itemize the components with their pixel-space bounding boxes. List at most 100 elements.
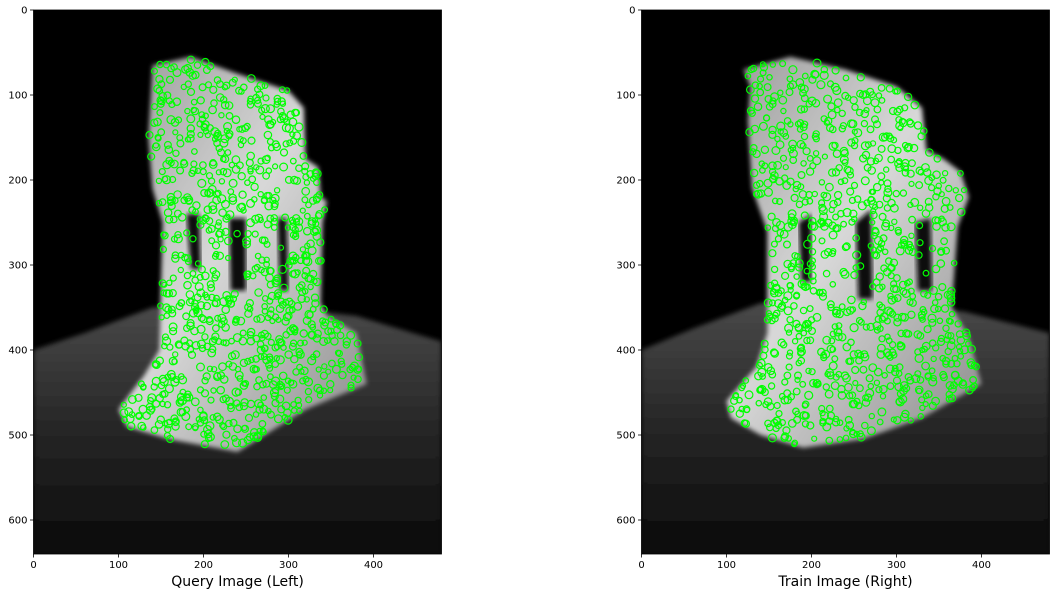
keypoint-marker xyxy=(279,148,289,157)
keypoint-marker xyxy=(784,323,794,333)
keypoint-marker xyxy=(806,305,814,313)
keypoint-marker xyxy=(825,368,835,378)
keypoint-marker xyxy=(327,315,335,323)
keypoint-marker xyxy=(863,106,870,114)
keypoint-marker xyxy=(885,84,894,93)
keypoint-marker xyxy=(750,168,759,178)
keypoint-marker xyxy=(346,365,355,374)
keypoint-marker xyxy=(220,339,227,346)
keypoint-marker xyxy=(327,387,334,394)
keypoint-marker xyxy=(319,371,328,380)
keypoint-marker xyxy=(873,182,882,192)
keypoint-marker xyxy=(224,213,231,221)
keypoint-marker xyxy=(790,193,799,202)
keypoint-marker xyxy=(770,171,779,180)
keypoint-marker xyxy=(760,339,769,348)
keypoint-marker xyxy=(214,189,222,197)
keypoint-marker xyxy=(826,300,835,309)
keypoint-marker xyxy=(828,249,837,258)
keypoint-marker xyxy=(221,305,231,315)
keypoint-marker xyxy=(855,108,864,117)
keypoint-marker xyxy=(315,191,324,199)
keypoint-marker xyxy=(191,423,200,431)
keypoint-marker xyxy=(791,338,799,345)
keypoint-marker xyxy=(321,206,329,214)
train-image-opening xyxy=(855,209,873,299)
keypoint-marker xyxy=(347,381,355,389)
keypoint-marker xyxy=(807,271,817,280)
keypoint-marker xyxy=(175,302,184,311)
keypoint-marker xyxy=(946,222,956,232)
keypoint-marker xyxy=(869,211,878,220)
keypoint-marker xyxy=(220,440,230,449)
keypoint-marker xyxy=(907,310,916,319)
keypoint-marker xyxy=(840,269,850,279)
keypoint-marker xyxy=(863,199,871,207)
keypoint-marker xyxy=(804,319,813,328)
keypoint-marker xyxy=(260,267,269,277)
keypoint-marker xyxy=(207,284,216,292)
keypoint-marker xyxy=(256,340,265,348)
keypoint-marker xyxy=(183,280,192,290)
keypoint-marker xyxy=(238,190,247,199)
keypoint-marker xyxy=(822,269,831,278)
keypoint-marker xyxy=(259,428,267,436)
keypoint-marker xyxy=(832,373,840,381)
keypoint-marker xyxy=(171,351,179,358)
keypoint-marker xyxy=(208,345,217,354)
keypoint-marker xyxy=(932,221,941,231)
keypoint-marker xyxy=(777,89,784,96)
keypoint-marker xyxy=(197,265,206,274)
keypoint-marker xyxy=(198,111,206,119)
keypoint-marker xyxy=(301,162,310,171)
keypoint-marker xyxy=(167,305,176,314)
y-tick-label: 200 xyxy=(8,176,27,187)
keypoint-marker xyxy=(168,322,178,332)
keypoint-marker xyxy=(290,325,299,334)
keypoint-marker xyxy=(277,107,285,116)
keypoint-marker xyxy=(950,381,958,390)
keypoint-marker xyxy=(908,180,915,187)
keypoint-marker xyxy=(881,248,889,256)
keypoint-marker xyxy=(797,356,806,365)
keypoint-marker xyxy=(119,408,129,418)
keypoint-marker xyxy=(809,222,819,231)
keypoint-marker xyxy=(889,284,899,293)
keypoint-marker xyxy=(237,171,246,181)
keypoint-marker xyxy=(773,160,782,170)
keypoint-marker xyxy=(780,432,790,441)
keypoint-marker xyxy=(241,380,248,387)
keypoint-marker xyxy=(882,194,891,203)
keypoint-marker xyxy=(881,371,889,379)
keypoint-marker xyxy=(176,166,185,175)
keypoint-marker xyxy=(196,220,205,229)
keypoint-marker xyxy=(299,329,308,338)
keypoint-marker xyxy=(211,324,220,333)
keypoint-marker xyxy=(783,291,793,301)
keypoint-marker xyxy=(822,335,832,345)
keypoint-marker xyxy=(887,155,896,164)
keypoint-marker xyxy=(918,313,926,321)
keypoint-marker xyxy=(265,167,273,175)
keypoint-marker xyxy=(281,401,291,411)
keypoint-marker xyxy=(782,240,791,249)
keypoint-marker xyxy=(842,342,852,352)
keypoint-marker xyxy=(320,321,329,330)
keypoint-marker xyxy=(176,134,184,142)
keypoint-marker xyxy=(820,191,828,199)
keypoint-marker xyxy=(199,315,208,324)
keypoint-marker xyxy=(186,321,195,331)
keypoint-marker xyxy=(870,115,879,124)
keypoint-marker xyxy=(893,416,902,425)
keypoint-marker xyxy=(934,216,942,225)
keypoint-marker xyxy=(873,236,883,246)
keypoint-marker xyxy=(909,143,919,153)
keypoint-marker xyxy=(789,156,798,165)
keypoint-marker xyxy=(238,88,245,95)
keypoint-marker xyxy=(862,323,870,331)
keypoint-marker xyxy=(853,430,861,438)
keypoint-marker xyxy=(837,391,847,400)
keypoint-marker xyxy=(782,164,789,171)
keypoint-marker xyxy=(190,98,198,106)
keypoint-marker xyxy=(851,128,858,135)
